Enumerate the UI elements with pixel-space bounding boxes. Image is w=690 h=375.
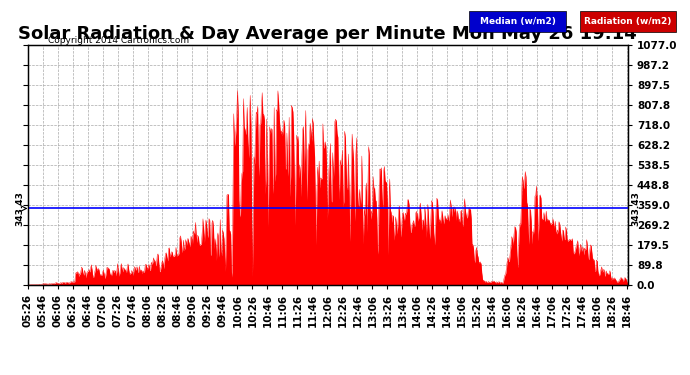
Text: Copyright 2014 Cartronics.com: Copyright 2014 Cartronics.com <box>48 36 190 45</box>
Text: Median (w/m2): Median (w/m2) <box>480 17 555 26</box>
Title: Solar Radiation & Day Average per Minute Mon May 26 19:14: Solar Radiation & Day Average per Minute… <box>19 26 637 44</box>
Text: 343.43: 343.43 <box>16 191 25 226</box>
Text: Radiation (w/m2): Radiation (w/m2) <box>584 17 671 26</box>
Text: 343.43: 343.43 <box>631 191 640 226</box>
